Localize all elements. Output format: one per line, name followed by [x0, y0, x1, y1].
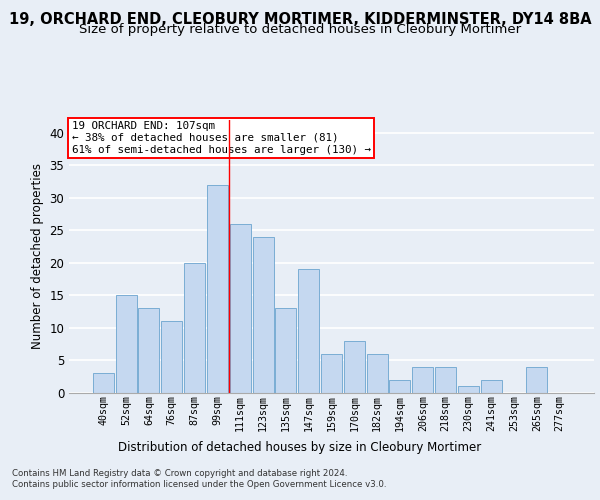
Bar: [481, 380, 502, 392]
Bar: [344, 340, 365, 392]
Bar: [207, 185, 228, 392]
Text: 19, ORCHARD END, CLEOBURY MORTIMER, KIDDERMINSTER, DY14 8BA: 19, ORCHARD END, CLEOBURY MORTIMER, KIDD…: [8, 12, 592, 28]
Bar: [93, 373, 114, 392]
Bar: [526, 366, 547, 392]
Bar: [275, 308, 296, 392]
Bar: [389, 380, 410, 392]
Bar: [139, 308, 160, 392]
Bar: [458, 386, 479, 392]
Bar: [184, 262, 205, 392]
Text: Contains public sector information licensed under the Open Government Licence v3: Contains public sector information licen…: [12, 480, 386, 489]
Bar: [253, 237, 274, 392]
Text: Contains HM Land Registry data © Crown copyright and database right 2024.: Contains HM Land Registry data © Crown c…: [12, 469, 347, 478]
Bar: [412, 366, 433, 392]
Bar: [230, 224, 251, 392]
Text: Size of property relative to detached houses in Cleobury Mortimer: Size of property relative to detached ho…: [79, 22, 521, 36]
Bar: [161, 321, 182, 392]
Bar: [367, 354, 388, 393]
Bar: [321, 354, 342, 393]
Text: 19 ORCHARD END: 107sqm
← 38% of detached houses are smaller (81)
61% of semi-det: 19 ORCHARD END: 107sqm ← 38% of detached…: [71, 122, 371, 154]
Text: Distribution of detached houses by size in Cleobury Mortimer: Distribution of detached houses by size …: [118, 441, 482, 454]
Y-axis label: Number of detached properties: Number of detached properties: [31, 163, 44, 349]
Bar: [435, 366, 456, 392]
Bar: [116, 295, 137, 392]
Bar: [298, 269, 319, 392]
